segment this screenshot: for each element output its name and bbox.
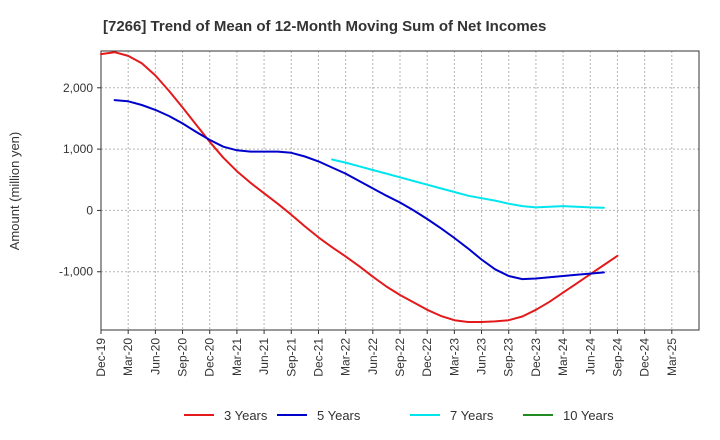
legend-label-10-years: 10 Years xyxy=(563,408,614,423)
x-tick-label: Mar-20 xyxy=(121,338,135,376)
x-tick-label: Dec-22 xyxy=(420,338,434,377)
x-tick-label: Mar-21 xyxy=(230,338,244,376)
grid xyxy=(101,51,699,330)
x-tick-label: Sep-23 xyxy=(502,338,516,377)
legend-label-3-years: 3 Years xyxy=(224,408,268,423)
y-axis: 2,000 1,000 0 -1,000 xyxy=(59,81,101,279)
x-tick-label: Sep-21 xyxy=(284,338,298,377)
x-tick-label: Dec-21 xyxy=(311,338,325,377)
x-tick-label: Mar-22 xyxy=(339,338,353,376)
x-tick-label: Dec-24 xyxy=(638,338,652,377)
series-line-7-years xyxy=(331,158,605,209)
x-tick-label: Mar-24 xyxy=(556,338,570,376)
chart-title: [7266] Trend of Mean of 12-Month Moving … xyxy=(103,18,546,35)
y-tick-label: -1,000 xyxy=(59,265,93,279)
y-axis-label: Amount (million yen) xyxy=(7,132,22,251)
series-line-3-years xyxy=(100,51,619,323)
x-tick-label: Jun-21 xyxy=(257,338,271,375)
x-tick-label: Sep-22 xyxy=(393,338,407,377)
x-tick-label: Jun-20 xyxy=(148,338,162,375)
x-tick-label: Sep-20 xyxy=(176,338,190,377)
x-tick-label: Jun-23 xyxy=(475,338,489,375)
x-tick-label: Sep-24 xyxy=(610,338,624,377)
x-tick-label: Jun-24 xyxy=(583,338,597,375)
legend-label-5-years: 5 Years xyxy=(317,408,361,423)
series-line-5-years xyxy=(113,99,605,281)
legend: 3 Years 5 Years 7 Years 10 Years xyxy=(184,408,614,423)
x-tick-label: Dec-23 xyxy=(529,338,543,377)
x-tick-label: Jun-22 xyxy=(366,338,380,375)
y-tick-label: 2,000 xyxy=(63,81,93,95)
x-tick-label: Mar-23 xyxy=(447,338,461,376)
y-tick-label: 1,000 xyxy=(63,142,93,156)
series-lines xyxy=(100,51,619,323)
x-tick-label: Dec-19 xyxy=(94,338,108,377)
y-tick-label: 0 xyxy=(86,203,93,217)
x-tick-label: Mar-25 xyxy=(665,338,679,376)
x-axis: Dec-19 Mar-20 Jun-20 Sep-20 Dec-20 Mar-21 Jun-… xyxy=(94,330,679,377)
legend-label-7-years: 7 Years xyxy=(450,408,494,423)
x-tick-label: Dec-20 xyxy=(203,338,217,377)
